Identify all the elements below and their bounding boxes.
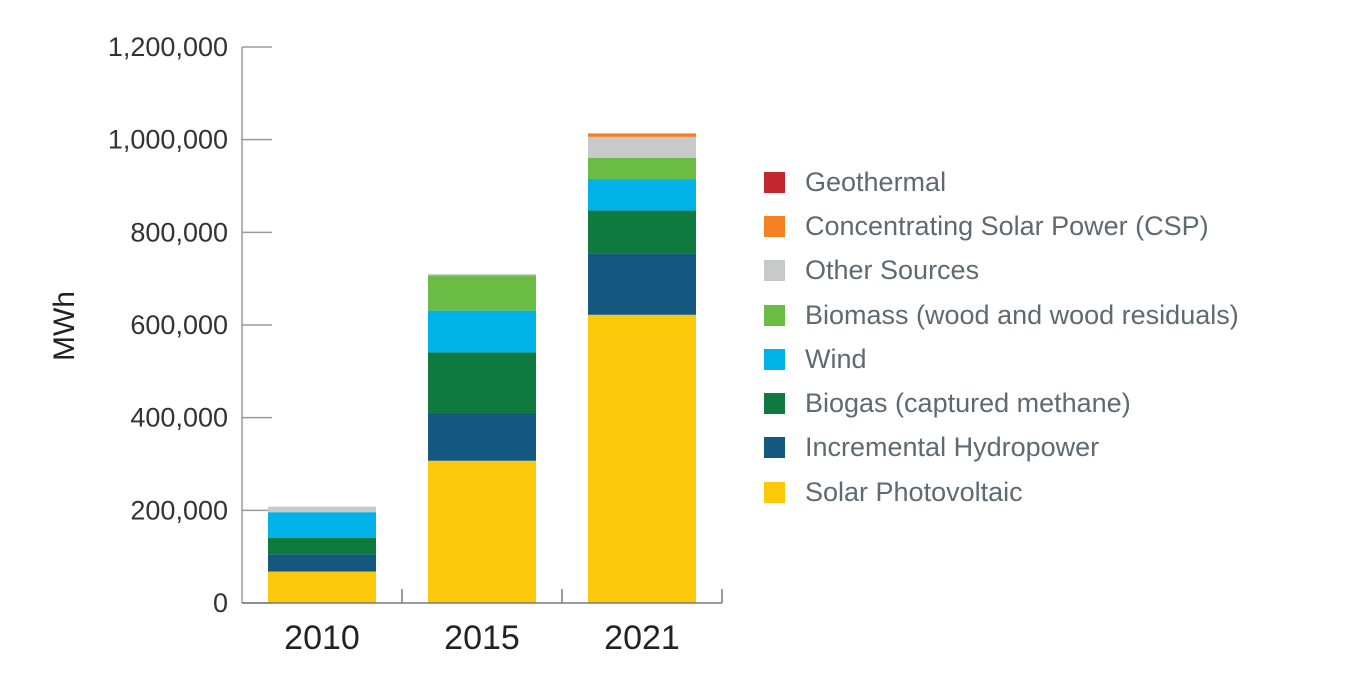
legend-swatch <box>764 437 785 459</box>
legend-item-biomass-wood-and-wood-residuals: Biomass (wood and wood residuals) <box>764 293 1239 337</box>
legend-item-other-sources: Other Sources <box>764 249 1239 293</box>
bar-segment-other-sources-2021 <box>588 136 696 158</box>
bar-segment-incremental-hydropower-2015 <box>428 413 536 461</box>
legend-swatch <box>764 171 785 193</box>
legend-swatch <box>764 260 785 282</box>
bar-segment-wind-2021 <box>588 179 696 211</box>
legend-item-incremental-hydropower: Incremental Hydropower <box>764 426 1239 470</box>
bar-segment-biogas-captured-methane-2010 <box>268 537 376 555</box>
legend-swatch <box>764 215 785 237</box>
bar-segment-biogas-captured-methane-2021 <box>588 210 696 254</box>
legend-item-concentrating-solar-power-csp: Concentrating Solar Power (CSP) <box>764 204 1239 248</box>
y-axis-ticks: 0 200,000 400,000 600,000 800,000 1,000,000 1,… <box>108 32 272 618</box>
bar-segment-solar-photovoltaic-2015 <box>428 460 536 603</box>
legend-label: Biogas (captured methane) <box>805 388 1131 419</box>
legend-label: Incremental Hydropower <box>805 432 1100 463</box>
legend-label: Solar Photovoltaic <box>805 476 1023 507</box>
legend-label: Other Sources <box>805 255 980 286</box>
bar-segment-incremental-hydropower-2010 <box>268 554 376 572</box>
legend-label: Geothermal <box>805 166 947 197</box>
legend-swatch <box>764 304 785 326</box>
legend-item-solar-photovoltaic: Solar Photovoltaic <box>764 470 1239 514</box>
bar-segment-solar-photovoltaic-2021 <box>588 314 696 603</box>
bar-segment-biogas-captured-methane-2015 <box>428 352 536 414</box>
bar-segment-other-sources-2015 <box>428 274 536 276</box>
y-axis-label: MWh <box>48 291 81 361</box>
legend: Geothermal Concentrating Solar Power (CSP… <box>764 160 1239 514</box>
x-tick-label: 2015 <box>444 619 520 657</box>
y-tick-label: 1,000,000 <box>108 125 228 155</box>
x-tick-label: 2010 <box>284 619 360 657</box>
bar-segment-solar-photovoltaic-2010 <box>268 571 376 603</box>
bar-segment-biomass-wood-and-wood-residuals-2015 <box>428 275 536 311</box>
y-tick-label: 1,200,000 <box>108 32 228 62</box>
legend-swatch <box>764 393 785 415</box>
legend-item-biogas-captured-methane: Biogas (captured methane) <box>764 381 1239 425</box>
legend-swatch <box>764 348 785 370</box>
y-tick-label: 200,000 <box>130 495 228 525</box>
y-tick-label: 800,000 <box>130 217 228 247</box>
legend-item-wind: Wind <box>764 337 1239 381</box>
bar-segment-geothermal-2021 <box>588 133 696 135</box>
bar-segment-incremental-hydropower-2021 <box>588 253 696 315</box>
bar-segment-concentrating-solar-power-csp-2021 <box>588 134 696 137</box>
x-tick-label: 2021 <box>604 619 680 657</box>
bar-segment-biomass-wood-and-wood-residuals-2021 <box>588 157 696 180</box>
legend-label: Concentrating Solar Power (CSP) <box>805 210 1209 241</box>
y-tick-label: 0 <box>213 588 228 618</box>
legend-label: Wind <box>805 343 867 374</box>
y-tick-label: 600,000 <box>130 310 228 340</box>
legend-item-geothermal: Geothermal <box>764 160 1239 204</box>
bars <box>268 133 696 603</box>
bar-segment-other-sources-2010 <box>268 506 376 513</box>
axes: 2010 2015 2021 <box>241 47 723 657</box>
legend-swatch <box>764 481 785 503</box>
bar-segment-wind-2015 <box>428 310 536 353</box>
bar-segment-wind-2010 <box>268 512 376 538</box>
legend-label: Biomass (wood and wood residuals) <box>805 299 1239 330</box>
y-tick-label: 400,000 <box>130 403 228 433</box>
